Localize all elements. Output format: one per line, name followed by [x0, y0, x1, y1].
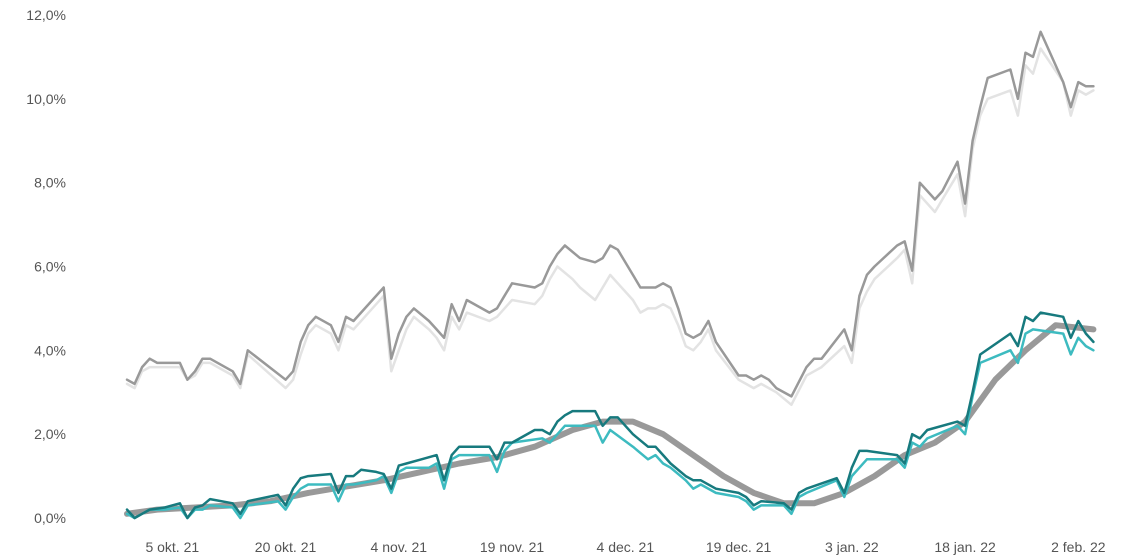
y-tick-label: 8,0%	[34, 175, 66, 191]
series-line-2	[125, 30, 1095, 398]
series-line-5	[125, 311, 1095, 520]
y-axis: 0,0% 2,0% 4,0% 6,0% 8,0% 10,0% 12,0%	[26, 7, 66, 526]
series-group	[124, 30, 1097, 520]
y-tick-label: 4,0%	[34, 342, 66, 358]
x-axis: 5 okt. 21 20 okt. 21 4 nov. 21 19 nov. 21 4 …	[145, 539, 1105, 555]
series-line-1	[125, 47, 1095, 407]
x-tick-label: 5 okt. 21	[145, 539, 199, 555]
series-line-3	[124, 322, 1097, 517]
x-tick-label: 19 nov. 21	[480, 539, 545, 555]
y-tick-label: 2,0%	[34, 426, 66, 442]
x-tick-label: 20 okt. 21	[255, 539, 317, 555]
series-line-4	[125, 328, 1095, 520]
x-tick-label: 4 nov. 21	[371, 539, 428, 555]
x-tick-label: 4 dec. 21	[597, 539, 655, 555]
y-tick-label: 0,0%	[34, 510, 66, 526]
y-tick-label: 10,0%	[26, 91, 66, 107]
x-tick-label: 18 jan. 22	[934, 539, 996, 555]
x-tick-label: 19 dec. 21	[706, 539, 772, 555]
y-tick-label: 6,0%	[34, 259, 66, 275]
y-tick-label: 12,0%	[26, 7, 66, 23]
x-tick-label: 3 jan. 22	[825, 539, 879, 555]
x-tick-label: 2 feb. 22	[1051, 539, 1106, 555]
